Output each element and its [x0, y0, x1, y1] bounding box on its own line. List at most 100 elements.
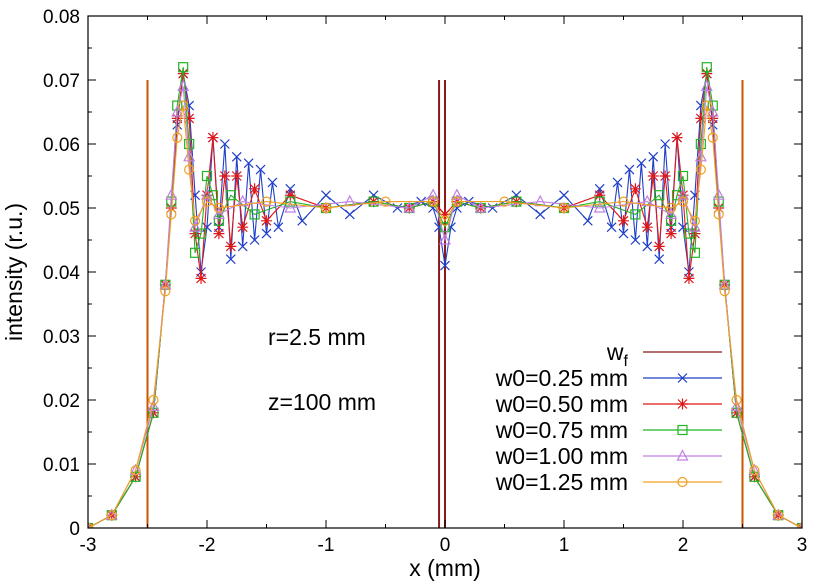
x-axis-title: x (mm) — [409, 555, 481, 581]
data-point — [106, 510, 117, 521]
data-point — [665, 215, 677, 226]
legend-label: w0=0.25 mm — [495, 365, 628, 391]
y-tick-label: 0.04 — [43, 263, 80, 284]
data-point — [237, 221, 249, 233]
data-point — [219, 139, 230, 149]
data-point — [172, 132, 183, 143]
data-point — [231, 151, 242, 162]
legend-swatch-marker — [677, 373, 688, 383]
data-point — [249, 235, 260, 245]
data-point — [618, 215, 629, 227]
data-point — [695, 112, 707, 124]
data-point — [219, 170, 231, 182]
y-tick-label: 0.02 — [43, 391, 80, 412]
data-point — [630, 209, 641, 220]
data-point — [178, 62, 189, 73]
data-point — [403, 201, 416, 213]
data-point — [236, 194, 249, 207]
data-point — [707, 132, 718, 143]
data-point — [641, 221, 653, 233]
data-point — [213, 215, 224, 226]
data-point — [261, 228, 272, 239]
legend-swatch-marker — [677, 476, 688, 488]
data-point — [594, 196, 605, 207]
data-point — [267, 177, 278, 188]
data-point — [713, 209, 724, 220]
data-point — [201, 170, 213, 182]
data-point — [654, 254, 665, 265]
y-tick-label: 0.07 — [43, 71, 80, 92]
y-tick-label: 0.06 — [43, 135, 80, 156]
data-point — [284, 201, 297, 213]
series-line — [88, 105, 802, 528]
axis-ticks — [87, 15, 803, 529]
data-point — [659, 170, 671, 182]
data-point — [749, 465, 760, 476]
data-point — [195, 228, 207, 239]
data-point — [451, 196, 462, 207]
data-point — [558, 202, 570, 214]
data-point — [166, 209, 177, 220]
data-point — [535, 209, 546, 220]
data-point — [261, 215, 272, 227]
data-point — [593, 201, 606, 213]
data-point — [428, 196, 439, 207]
data-point — [320, 202, 332, 214]
tick-labels: -3 -2 -1 0 1 2 3 0 0.01 0.02 0.03 0.04 0.05 0.06 0.07 0… — [43, 7, 807, 556]
data-point — [321, 190, 331, 201]
data-point — [629, 183, 641, 195]
data-point — [207, 190, 219, 201]
data-point — [225, 254, 236, 265]
data-point — [207, 132, 219, 144]
series-line — [88, 67, 802, 528]
x-tick-label: 2 — [678, 535, 689, 556]
data-point — [450, 188, 463, 200]
data-point — [665, 207, 678, 219]
data-point — [189, 228, 201, 240]
data-point — [559, 190, 569, 201]
data-point — [730, 399, 743, 411]
data-point — [665, 202, 677, 214]
x-tick-label: -1 — [318, 535, 335, 556]
data-point — [665, 228, 677, 240]
data-point — [255, 164, 266, 175]
data-point — [160, 286, 171, 297]
data-point — [225, 240, 237, 252]
data-point — [630, 235, 641, 245]
y-tick-label: 0.01 — [43, 455, 80, 476]
data-point — [201, 196, 213, 207]
data-point — [712, 188, 725, 200]
data-point — [701, 100, 712, 111]
data-point — [612, 177, 623, 188]
data-point — [171, 105, 184, 117]
data-point — [689, 215, 701, 226]
data-point — [749, 471, 760, 482]
data-point — [261, 196, 272, 207]
data-point — [201, 188, 213, 200]
legend-label: w0=0.50 mm — [495, 391, 628, 417]
data-point — [694, 150, 707, 162]
data-point — [606, 222, 617, 233]
data-point — [439, 222, 451, 233]
data-point — [177, 79, 190, 91]
data-point — [184, 138, 195, 150]
window-function-lines — [146, 80, 744, 528]
data-point — [439, 208, 451, 220]
data-point — [285, 196, 296, 207]
data-point — [689, 228, 701, 240]
data-point — [439, 233, 451, 245]
data-point — [648, 151, 659, 162]
data-point — [636, 158, 647, 169]
data-point — [719, 286, 730, 297]
data-point — [427, 188, 440, 200]
data-point — [184, 164, 195, 175]
y-tick-label: 0 — [69, 519, 80, 540]
y-axis-title: intensity (r.u.) — [1, 203, 27, 341]
series-layer — [88, 62, 802, 528]
data-point — [195, 272, 207, 284]
data-point — [439, 215, 451, 226]
x-tick-label: -2 — [199, 535, 216, 556]
data-point — [130, 465, 141, 476]
data-point — [773, 510, 784, 521]
